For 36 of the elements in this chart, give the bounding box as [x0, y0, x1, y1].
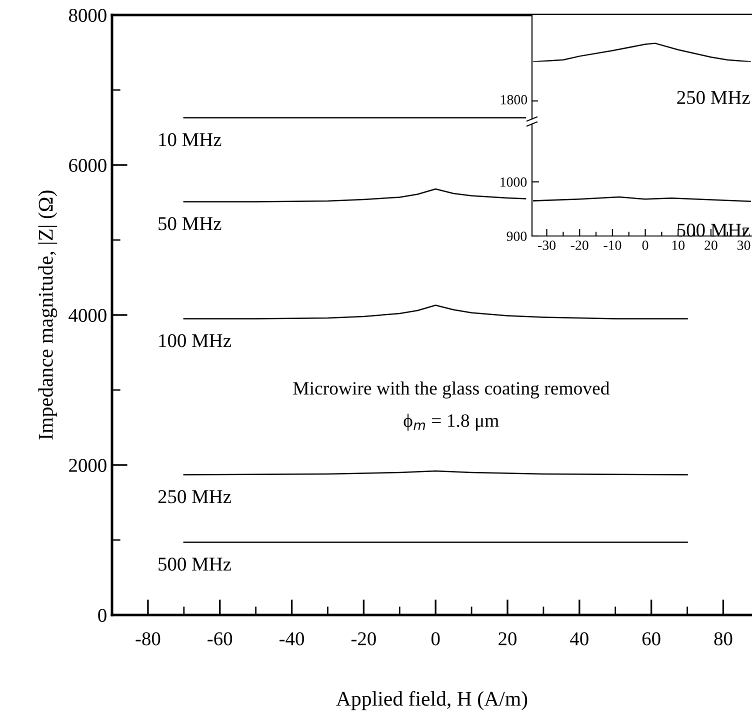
y-axis-title: Impedance magnitude, |Z| (Ω): [38, 190, 58, 440]
series-label: 100 MHz: [159, 334, 231, 348]
x-tick-label: 20: [498, 632, 516, 646]
x-tick-label: 0: [431, 632, 440, 646]
x-tick-label: 40: [570, 632, 588, 646]
x-tick-label: 20: [704, 240, 718, 250]
x-tick-label: -40: [280, 632, 304, 646]
x-tick-label: -30: [538, 240, 556, 250]
series-label: 50 MHz: [158, 217, 222, 230]
line-series: [183, 304, 688, 320]
series-label: 250 MHz: [158, 490, 231, 504]
x-tick-label: -80: [136, 632, 160, 646]
x-tick-label: -10: [604, 240, 622, 250]
annotation: 1800: [501, 95, 528, 104]
y-tick-label: 1000: [500, 177, 527, 187]
y-tick-label: 4000: [68, 308, 106, 322]
annotation: Microwire with the glass coating removed: [293, 381, 610, 399]
y-tick-label: 8000: [68, 8, 106, 22]
series-label: 10 MHz: [159, 133, 222, 146]
x-tick-label: 80: [714, 632, 732, 646]
x-tick-label: -20: [351, 632, 376, 646]
x-tick-label: -60: [208, 632, 232, 646]
x-tick-label: -20: [570, 240, 588, 250]
y-tick-label: 2000: [69, 458, 106, 472]
series-label: 250 MHz: [677, 90, 750, 104]
x-axis-title: Applied field, H (A/m): [336, 690, 528, 710]
series-label: 500 MHz: [158, 558, 231, 571]
x-tick-label: 30: [738, 240, 750, 250]
annotation: ϕ$_{m}$ = 1.8 μm: [404, 414, 499, 431]
x-tick-label: 10: [672, 240, 685, 250]
y-tick-label: 0: [98, 608, 106, 622]
line-series: [183, 188, 526, 202]
x-tick-label: 60: [642, 632, 660, 646]
y-tick-label: 900: [506, 232, 527, 241]
x-tick-label: 0: [642, 240, 648, 250]
y-tick-label: 6000: [69, 158, 106, 172]
